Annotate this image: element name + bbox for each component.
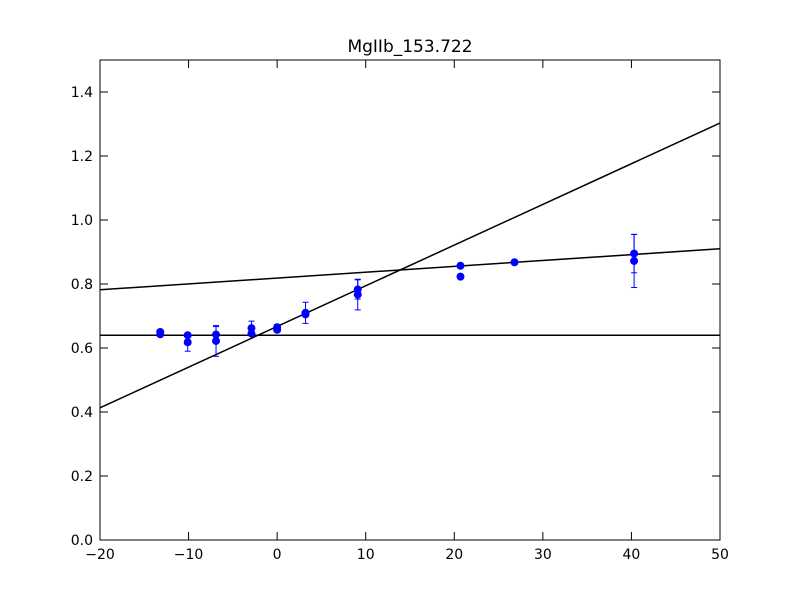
x-tick-label: −10 xyxy=(174,547,204,563)
x-tick-label: −20 xyxy=(85,547,115,563)
y-tick-label: 1.2 xyxy=(71,149,93,165)
chart-title: MgIIb_153.722 xyxy=(347,37,472,57)
data-point xyxy=(301,310,310,319)
point-marker xyxy=(183,338,192,347)
point-marker xyxy=(456,272,465,281)
data-point xyxy=(156,330,165,339)
y-tick-label: 0.0 xyxy=(71,533,93,549)
data-point xyxy=(510,258,519,267)
point-marker xyxy=(456,261,465,270)
data-point xyxy=(630,233,639,289)
y-tick-label: 0.6 xyxy=(71,341,93,357)
data-point xyxy=(273,325,282,334)
fit-lines xyxy=(100,122,720,409)
x-tick-label: 30 xyxy=(534,547,552,563)
data-point xyxy=(183,332,192,352)
point-marker xyxy=(301,310,310,319)
fit-line-2 xyxy=(100,248,720,291)
data-point xyxy=(456,272,465,281)
point-marker xyxy=(156,330,165,339)
data-point xyxy=(212,325,221,357)
x-tick-label: 50 xyxy=(711,547,729,563)
y-tick-label: 1.0 xyxy=(71,213,93,229)
point-marker xyxy=(510,258,519,267)
data-point xyxy=(456,261,465,270)
y-tick-label: 0.2 xyxy=(71,469,93,485)
point-marker xyxy=(630,256,639,265)
x-tick-label: 20 xyxy=(445,547,463,563)
axis-ticks: −20 −10 0 10 20 30 40 50 0.0 0.2 0.4 0.6 0.8 1.0 1.2 1.… xyxy=(71,60,729,563)
data-point xyxy=(247,329,256,338)
y-tick-label: 0.4 xyxy=(71,405,93,421)
point-marker xyxy=(247,329,256,338)
data-point xyxy=(353,278,362,311)
x-tick-label: 10 xyxy=(357,547,375,563)
y-tick-label: 0.8 xyxy=(71,277,93,293)
x-tick-label: 40 xyxy=(623,547,641,563)
point-marker xyxy=(273,325,282,334)
fit-line-3 xyxy=(100,122,720,409)
x-tick-label: 0 xyxy=(273,547,282,563)
data-points xyxy=(156,233,639,357)
plot-frame xyxy=(99,59,721,541)
y-tick-label: 1.4 xyxy=(71,85,93,101)
point-marker xyxy=(353,290,362,299)
point-marker xyxy=(212,336,221,345)
